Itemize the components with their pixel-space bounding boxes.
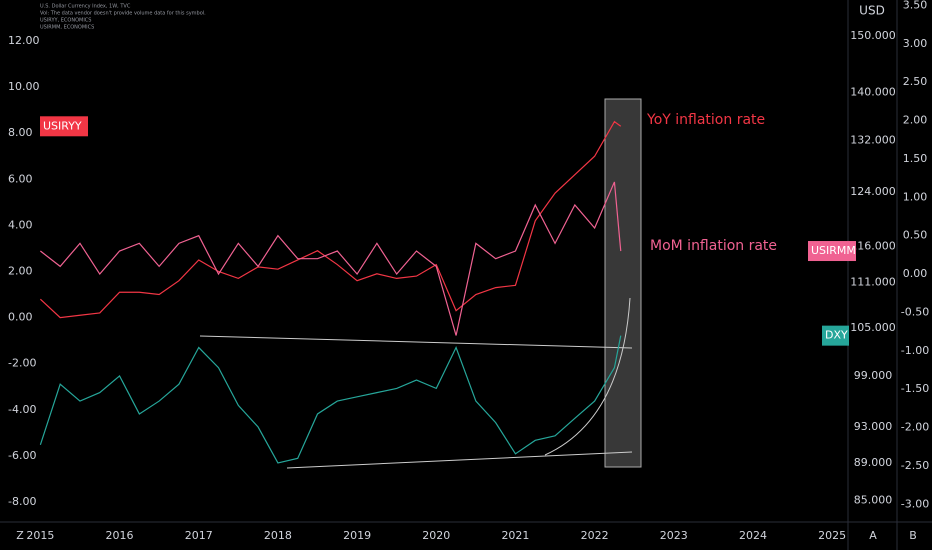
highlight-box bbox=[604, 98, 642, 468]
annotation: YoY inflation rate bbox=[646, 112, 765, 128]
y2-tick-label: -1.50 bbox=[901, 382, 929, 395]
x-tick-label: 2025 bbox=[818, 529, 846, 542]
x-tick-label: 2024 bbox=[739, 529, 767, 542]
x-tick-label: 2017 bbox=[185, 529, 213, 542]
y2-tick-label: 3.50 bbox=[903, 0, 928, 11]
series-label-box bbox=[822, 325, 849, 346]
curve-drawing bbox=[544, 297, 631, 456]
y2-tick-label: 0.00 bbox=[903, 267, 928, 280]
y3-tick-label: 85.000 bbox=[854, 494, 893, 507]
y3-tick-label: 111.000 bbox=[850, 275, 896, 288]
y-tick-label: 6.00 bbox=[8, 172, 33, 185]
y2-tick-label: 1.00 bbox=[903, 190, 928, 203]
y2-tick-label: -3.00 bbox=[901, 497, 929, 510]
annotation: MoM inflation rate bbox=[650, 238, 777, 254]
y2-tick-label: -2.50 bbox=[901, 459, 929, 472]
y3-tick-label: 105.000 bbox=[850, 321, 896, 334]
x-tick-label: 2015 bbox=[26, 529, 54, 542]
y-tick-label: 4.00 bbox=[8, 218, 33, 231]
series-label: USIRMM bbox=[811, 244, 856, 257]
y3-tick-label: 93.000 bbox=[854, 420, 893, 433]
axis-button[interactable]: B bbox=[909, 529, 917, 542]
axis-button[interactable]: Z bbox=[16, 529, 24, 542]
y-tick-label: 12.00 bbox=[8, 34, 40, 47]
series-line bbox=[39, 120, 622, 319]
y2-tick-label: -2.00 bbox=[901, 421, 929, 434]
y3-tick-label: 124.000 bbox=[850, 185, 896, 198]
y-tick-label: 0.00 bbox=[8, 311, 33, 324]
y2-tick-label: 3.00 bbox=[903, 37, 928, 50]
y-tick-label: 2.00 bbox=[8, 264, 33, 277]
y2-tick-label: 2.50 bbox=[903, 75, 928, 88]
series-label-box bbox=[808, 241, 856, 262]
y-tick-label: -4.00 bbox=[8, 403, 36, 416]
y2-tick-label: -1.00 bbox=[901, 344, 929, 357]
y-tick-label: -6.00 bbox=[8, 449, 36, 462]
series-line bbox=[39, 335, 622, 464]
y3-tick-label: 140.000 bbox=[850, 86, 896, 99]
x-tick-label: 2021 bbox=[501, 529, 529, 542]
y3-tick-label: 116.000 bbox=[850, 239, 896, 252]
currency-label: USD bbox=[859, 4, 885, 18]
y2-tick-label: -0.50 bbox=[901, 305, 929, 318]
x-tick-label: 2018 bbox=[264, 529, 292, 542]
axis-button[interactable]: A bbox=[869, 529, 877, 542]
x-tick-label: 2016 bbox=[106, 529, 134, 542]
header-line: Vol: The data vendor doesn't provide vol… bbox=[40, 11, 206, 17]
y3-tick-label: 99.000 bbox=[854, 369, 893, 382]
y3-tick-label: 132.000 bbox=[850, 134, 896, 147]
x-tick-label: 2020 bbox=[422, 529, 450, 542]
y-tick-label: -2.00 bbox=[8, 357, 36, 370]
x-tick-label: 2023 bbox=[660, 529, 688, 542]
y2-tick-label: 0.50 bbox=[903, 229, 928, 242]
y-tick-label: -8.00 bbox=[8, 495, 36, 508]
y2-tick-label: 1.50 bbox=[903, 152, 928, 165]
x-tick-label: 2022 bbox=[581, 529, 609, 542]
y-tick-label: 10.00 bbox=[8, 80, 40, 93]
y2-tick-label: 2.00 bbox=[903, 114, 928, 127]
series-line bbox=[40, 181, 622, 336]
header-line: USIRMM, ECONOMICS bbox=[40, 25, 94, 31]
series-label: DXY bbox=[825, 329, 848, 342]
series-label-box bbox=[40, 116, 88, 137]
trend-line bbox=[286, 451, 633, 469]
header-line: U.S. Dollar Currency Index, 1W, TVC bbox=[40, 4, 131, 10]
trend-line bbox=[199, 335, 633, 349]
y3-tick-label: 150.000 bbox=[850, 29, 896, 42]
x-tick-label: 2019 bbox=[343, 529, 371, 542]
y3-tick-label: 89.000 bbox=[854, 456, 893, 469]
y-tick-label: 8.00 bbox=[8, 126, 33, 139]
series-label: USIRYY bbox=[43, 119, 82, 132]
header-line: USIRYY, ECONOMICS bbox=[40, 18, 91, 24]
